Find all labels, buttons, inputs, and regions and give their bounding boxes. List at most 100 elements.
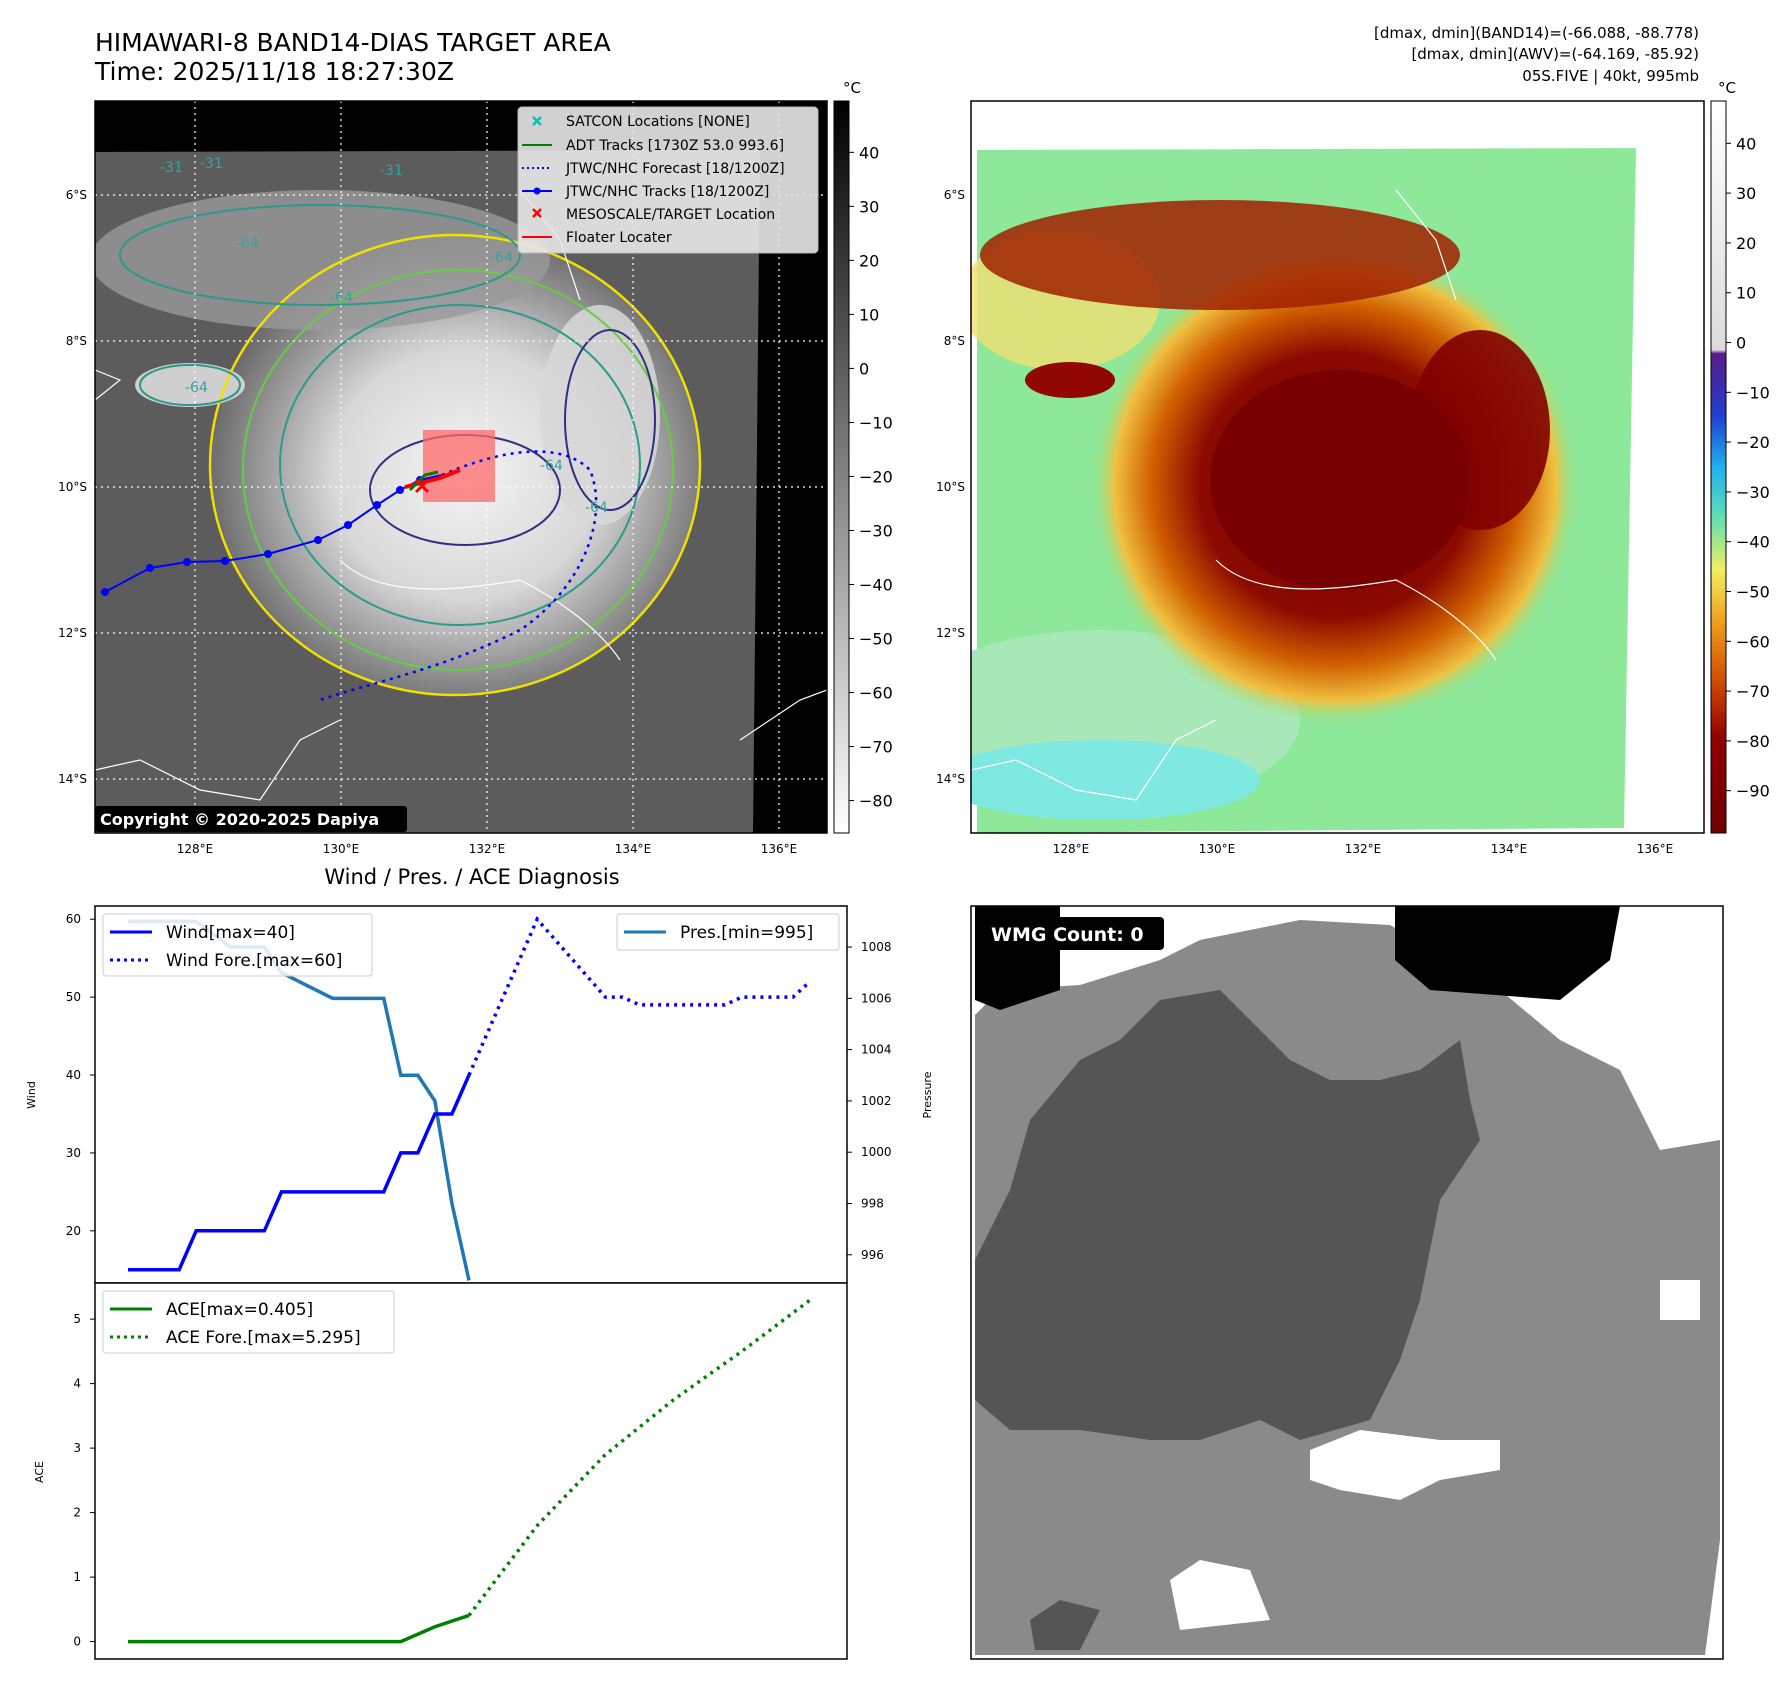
figure-time: Time: 2025/11/18 18:27:30Z: [94, 57, 454, 86]
awv-map-frame: [970, 100, 1705, 834]
lon-label: 128°E: [177, 842, 214, 856]
lon-label: 132°E: [469, 842, 506, 856]
wind-legend-box: [102, 913, 373, 977]
ace-series: [128, 1298, 812, 1644]
lat-label: 14°S: [936, 772, 965, 786]
wmg-count-label: WMG Count: 0: [991, 924, 1144, 946]
contour-yellow: [208, 233, 702, 697]
map-legend: SATCON Locations [NONE] ADT Tracks [1730…: [517, 106, 819, 254]
contour-label: -31: [380, 163, 403, 179]
figure-title: HIMAWARI-8 BAND14-DIAS TARGET AREA: [95, 28, 611, 57]
coastline: [95, 369, 122, 401]
y-tick-label: 1008: [861, 940, 892, 954]
lat-label: 8°S: [944, 334, 965, 348]
wmg-label-box: [980, 917, 1164, 950]
legend-mesoscale: MESOSCALE/TARGET Location: [566, 207, 775, 223]
y-tick-label: 998: [861, 1196, 884, 1210]
contour-label: -31: [200, 156, 223, 172]
ir-colorbar-ticks: 40 30 20 10 0 −10 −20 −30 −40 −50 −60 −70 −80: [849, 143, 893, 811]
colorbar-tick-label: 0: [1736, 334, 1746, 353]
colorbar-tick-label: −30: [1736, 483, 1770, 502]
colorbar-tick-label: −90: [1736, 782, 1770, 801]
wmg-region-black: [1395, 906, 1620, 1000]
contour-label: -64: [330, 290, 353, 306]
satcon-legend-icon: [532, 116, 542, 126]
left-lon-labels: 128°E 130°E 132°E 134°E 136°E: [177, 842, 798, 856]
ace-legend-label: ACE[max=0.405]: [166, 1300, 313, 1320]
colorbar-tick-label: 40: [1736, 134, 1756, 153]
awv-cell-west: [1025, 362, 1115, 398]
wind-pressure-chart: Wind Pressure 20 30 40 50 60 996 998 1000 1002 1…: [25, 905, 934, 1284]
colorbar-tick-label: −60: [1736, 632, 1770, 651]
y-tick-label: 60: [66, 912, 81, 926]
mesoscale-legend-icon: [532, 208, 542, 218]
coastline: [95, 719, 341, 801]
stats-band14: [dmax, dmin](BAND14)=(-66.088, -88.778): [1374, 24, 1699, 42]
pressure-ylabel: Pressure: [921, 1071, 934, 1118]
colorbar-tick-label: −80: [1736, 732, 1770, 751]
y-tick-label: 1: [73, 1570, 81, 1584]
colorbar-tick-label: −70: [1736, 682, 1770, 701]
lat-label: 10°S: [58, 480, 87, 494]
coastline: [1395, 189, 1457, 301]
contour-navy-east: [564, 329, 656, 511]
y-tick-label: 3: [73, 1441, 81, 1455]
ir-colorbar-unit: °C: [843, 79, 861, 97]
left-lat-labels: 6°S 8°S 10°S 12°S 14°S: [58, 188, 87, 786]
y-tick-label: 1004: [861, 1043, 892, 1057]
y-tick-label: 4: [73, 1377, 81, 1391]
colorbar-tick-label: 30: [859, 197, 879, 216]
awv-colorbar: [1710, 100, 1727, 834]
contour-teal-west: [139, 364, 241, 406]
lon-label: 130°E: [1199, 842, 1236, 856]
colorbar-tick-label: 0: [859, 359, 869, 378]
legend-tracks: JTWC/NHC Tracks [18/1200Z]: [565, 184, 769, 200]
wmg-frame: [970, 905, 1724, 1660]
wind-yticks: 20 30 40 50 60: [66, 912, 95, 1238]
awv-core: [1210, 370, 1470, 590]
copyright-box: [95, 806, 407, 832]
contour-label: -31: [160, 160, 183, 176]
awv-map: 6°S 8°S 10°S 12°S 14°S 128°E 130°E 132°E…: [936, 79, 1770, 856]
wind-legend-label: Wind[max=40]: [166, 923, 295, 943]
wmg-region-white: [1170, 1560, 1270, 1630]
ace-ylabel: ACE: [33, 1461, 46, 1483]
wmg-region-white: [1660, 1280, 1700, 1320]
y-tick-label: 1002: [861, 1094, 892, 1108]
wind-forecast-line: [467, 916, 812, 1076]
ace-line: [128, 1613, 470, 1644]
ir-cell-east: [540, 305, 660, 525]
contour-label: -64: [236, 236, 259, 252]
lat-label: 12°S: [58, 626, 87, 640]
tracks-legend-dot: [533, 187, 541, 195]
y-tick-label: 2: [73, 1506, 81, 1520]
colorbar-tick-label: −20: [859, 467, 893, 486]
colorbar-tick-label: −80: [859, 792, 893, 811]
lat-label: 8°S: [66, 334, 87, 348]
colorbar-tick-label: −70: [859, 738, 893, 757]
awv-rainband-north: [980, 200, 1460, 310]
stats-awv: [dmax, dmin](AWV)=(-64.169, -85.92): [1411, 45, 1699, 63]
colorbar-tick-label: −10: [859, 413, 893, 432]
target-area-box: [423, 430, 495, 502]
y-tick-label: 50: [66, 990, 81, 1004]
pressure-yticks: 996 998 1000 1002 1004 1006 1008: [847, 940, 892, 1262]
colorbar-tick-label: −50: [859, 630, 893, 649]
diagnosis-title: Wind / Pres. / ACE Diagnosis: [324, 865, 619, 889]
awv-colorbar-unit: °C: [1718, 79, 1736, 97]
y-tick-label: 0: [73, 1635, 81, 1649]
ace-legend-box: [102, 1290, 395, 1354]
colorbar-tick-label: 40: [859, 143, 879, 162]
wmg-panel: WMG Count: 0: [970, 905, 1724, 1660]
wmg-region-white: [1310, 1430, 1500, 1500]
y-tick-label: 20: [66, 1224, 81, 1238]
coastline: [739, 689, 827, 741]
wmg-region-dark: [975, 990, 1480, 1440]
ir-rainband-north: [95, 190, 550, 330]
lat-label: 6°S: [66, 188, 87, 202]
wind-ylabel: Wind: [25, 1081, 38, 1109]
lon-label: 134°E: [615, 842, 652, 856]
colorbar-tick-label: −20: [1736, 433, 1770, 452]
wind-forecast-legend-label: Wind Fore.[max=60]: [166, 951, 342, 971]
